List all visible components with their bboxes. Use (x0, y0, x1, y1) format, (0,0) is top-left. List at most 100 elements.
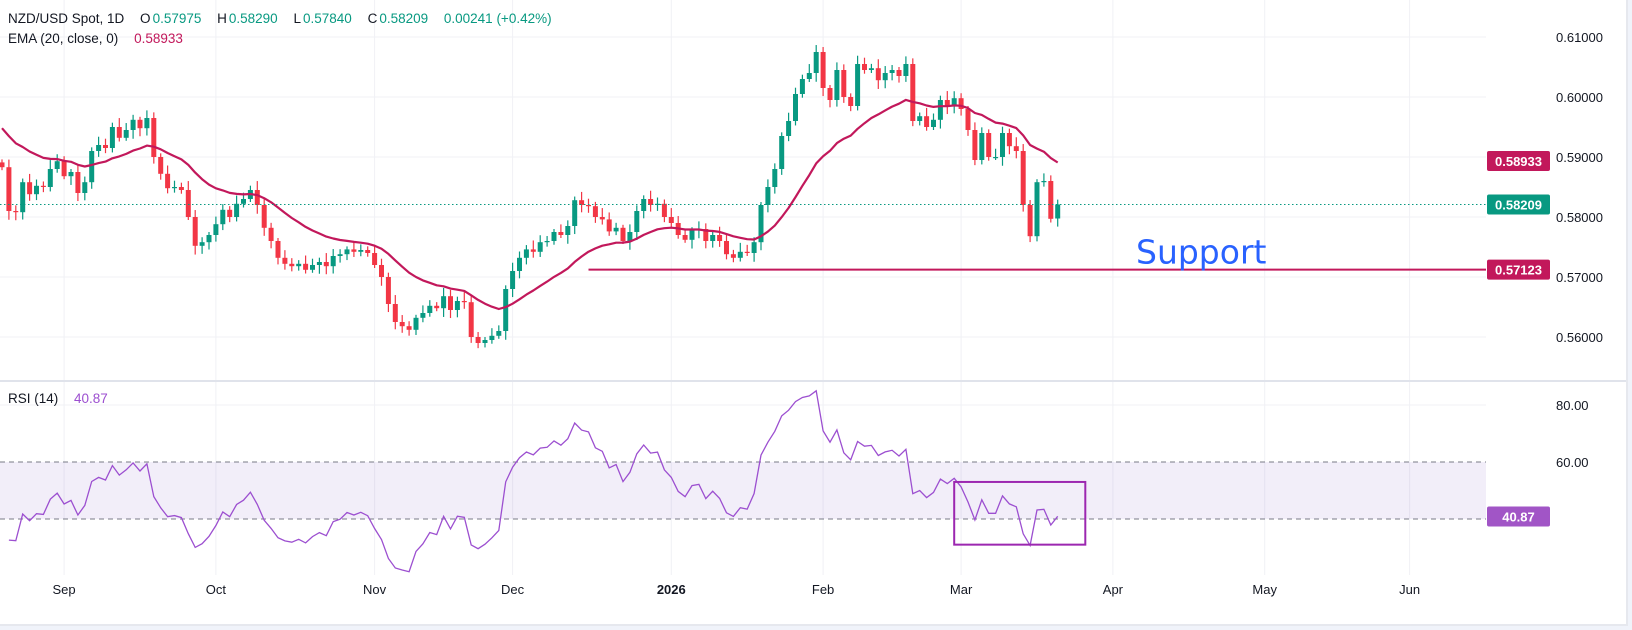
bearish-candle (682, 230, 688, 243)
candle-body (586, 205, 591, 207)
candle-body (227, 209, 233, 217)
bullish-candle (144, 110, 150, 136)
current-price-label: 0.58209 (1487, 194, 1550, 215)
bullish-candle (496, 325, 502, 339)
x-tick-label: 2026 (657, 582, 686, 597)
x-tick-label: Feb (812, 582, 834, 597)
bullish-candle (130, 114, 136, 139)
candle-body (958, 98, 964, 109)
ema-legend-value: 0.58933 (134, 31, 183, 46)
candle-body (310, 265, 315, 270)
bearish-candle (158, 153, 164, 180)
candle-body (1027, 205, 1033, 237)
x-tick-label: Nov (363, 582, 387, 597)
candle-body (661, 203, 667, 217)
candle-body (137, 119, 143, 129)
low-value: 0.57840 (302, 11, 352, 26)
candle-body (13, 211, 19, 213)
candle-body (896, 70, 902, 76)
rsi-legend[interactable]: RSI (14) 40.87 (8, 391, 110, 406)
candle-body (1013, 146, 1019, 151)
candle-body (592, 206, 598, 217)
candle-body (68, 172, 74, 177)
bearish-candle (986, 129, 992, 161)
candle-body (1034, 182, 1040, 237)
ema-line (1, 98, 1059, 311)
candle-body (116, 127, 122, 138)
bearish-candle (268, 222, 274, 249)
candle-body (454, 301, 460, 310)
bullish-candle (565, 220, 571, 244)
candle-body (889, 70, 895, 73)
bullish-candle (89, 147, 95, 189)
bullish-candle (482, 337, 488, 348)
candle-body (103, 145, 108, 148)
bullish-candle (54, 154, 60, 173)
candle-body (793, 94, 798, 121)
candle-body (682, 235, 688, 240)
bearish-candle (965, 106, 971, 136)
candle-body (799, 79, 805, 94)
candle-body (931, 119, 936, 127)
bearish-candle (282, 250, 288, 270)
candle-body (1020, 151, 1026, 205)
candle-body (510, 271, 516, 289)
candle-body (406, 326, 412, 330)
support-price-label-background (1487, 259, 1550, 280)
candle-body (979, 133, 985, 160)
bullish-candle (523, 245, 529, 265)
bullish-candle (868, 63, 874, 73)
bearish-candle (227, 206, 233, 223)
candle-body (1000, 133, 1005, 157)
candle-body (47, 169, 53, 187)
candle-body (503, 289, 509, 331)
bearish-candle (392, 295, 398, 330)
candle-body (689, 230, 695, 240)
x-tick-label: Dec (501, 582, 525, 597)
bullish-candle (206, 232, 212, 250)
bearish-candle (103, 138, 108, 154)
candle-body (772, 169, 778, 187)
bearish-candle (924, 107, 930, 131)
candle-body (986, 133, 992, 157)
candle-body (551, 232, 557, 241)
candle-body (813, 52, 819, 73)
bearish-candle (289, 258, 295, 272)
bullish-candle (310, 258, 315, 273)
candle-body (668, 217, 674, 223)
candle-body (158, 157, 164, 174)
bearish-candle (399, 315, 405, 333)
bearish-candle (558, 224, 564, 238)
candles-group (0, 45, 1061, 349)
bearish-candle (606, 212, 612, 236)
candle-body (434, 305, 440, 309)
price-tick-label: 0.59000 (1556, 150, 1603, 165)
bullish-candle (34, 179, 39, 201)
support-annotation: Support (1136, 233, 1267, 272)
bullish-candle (641, 195, 647, 219)
candle-body (296, 263, 302, 267)
candle-body (34, 185, 39, 195)
close-label: C (367, 11, 378, 26)
symbol-label[interactable]: NZD/USD Spot, 1D (8, 11, 125, 26)
bullish-candle (855, 55, 861, 111)
bearish-candle (599, 208, 605, 225)
bullish-candle (517, 251, 522, 279)
candle-body (1006, 133, 1012, 147)
bullish-candle (937, 95, 943, 129)
bearish-candle (648, 190, 654, 212)
candle-body (399, 322, 405, 327)
current-price-label-background (1487, 194, 1550, 215)
bullish-candle (572, 196, 578, 235)
bullish-candle (358, 244, 364, 257)
ema-legend[interactable]: EMA (20, close, 0) 0.58933 (8, 31, 185, 46)
bearish-candle (944, 91, 950, 115)
candle-body (744, 251, 750, 253)
bullish-candle (489, 328, 495, 344)
bullish-candle (109, 122, 115, 153)
bearish-candle (1013, 137, 1019, 159)
bullish-candle (917, 112, 923, 126)
rsi-value-label-text: 40.87 (1502, 510, 1535, 525)
